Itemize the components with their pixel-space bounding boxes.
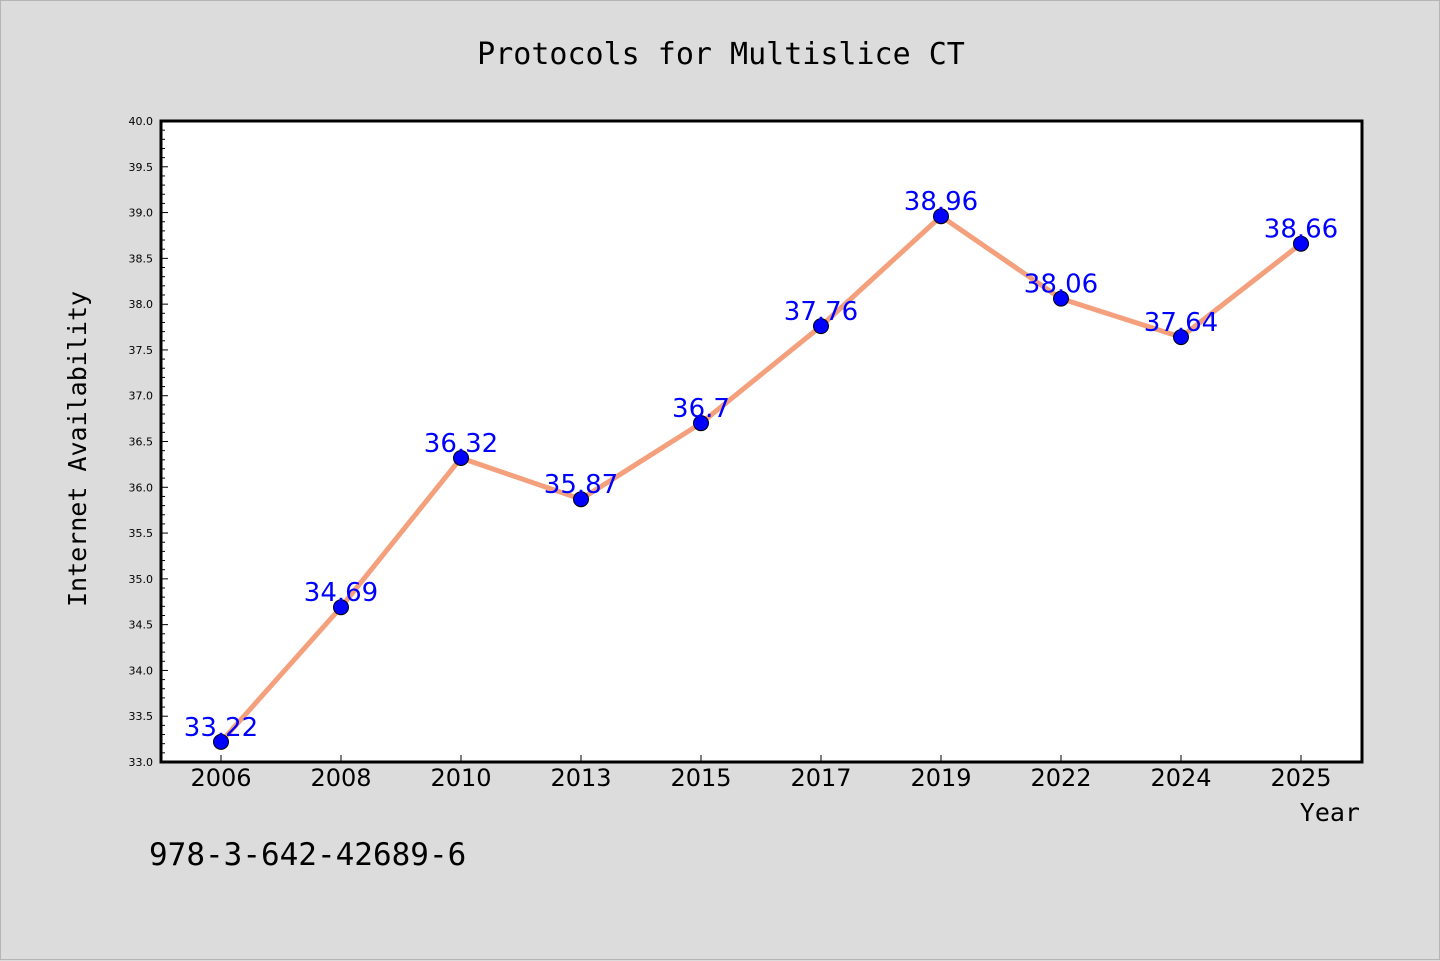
- y-tick-label: 40.0: [129, 115, 154, 128]
- y-tick-label: 34.0: [129, 664, 154, 677]
- y-tick-label: 33.5: [129, 710, 154, 723]
- y-tick-label: 38.5: [129, 252, 154, 265]
- data-point: [1053, 290, 1069, 307]
- x-tick-label: 2025: [1270, 764, 1331, 792]
- data-point: [573, 491, 589, 508]
- data-point: [1173, 329, 1189, 346]
- x-tick-label: 2013: [550, 764, 611, 792]
- data-point: [813, 318, 829, 335]
- data-label: 37.76: [784, 297, 858, 327]
- y-axis-ticks: 33.0 33.5 34.0 34.5 35.0 35.5 36.0 36.5 37.0 37.5…: [129, 115, 168, 769]
- series-layer: 33.22 34.69 36.32 35.87 36.7 37.76 38.96 38.06 3…: [184, 187, 1338, 750]
- data-point: [213, 733, 229, 750]
- data-label: 34.69: [304, 578, 378, 608]
- x-tick-label: 2017: [790, 764, 851, 792]
- data-point: [693, 415, 709, 432]
- data-point: [453, 449, 469, 466]
- plot-border: [159, 119, 1364, 764]
- data-label: 36.32: [424, 429, 498, 459]
- y-tick-label: 37.0: [129, 390, 154, 403]
- isbn-footer: 978-3-642-42689-6: [149, 837, 466, 873]
- x-tick-label: 2010: [430, 764, 491, 792]
- y-tick-label: 38.0: [129, 298, 154, 311]
- chart-title: Protocols for Multislice CT: [477, 37, 965, 72]
- x-axis-label: Year: [1300, 798, 1360, 827]
- data-label: 38.06: [1024, 270, 1098, 300]
- y-tick-label: 39.5: [129, 161, 154, 174]
- series-line: [218, 213, 1304, 745]
- x-tick-label: 2019: [910, 764, 971, 792]
- data-label: 35.87: [544, 470, 618, 500]
- data-label: 37.64: [1144, 308, 1218, 338]
- y-tick-label: 36.0: [129, 481, 154, 494]
- data-label: 38.96: [904, 187, 978, 217]
- y-tick-label: 36.5: [129, 436, 154, 449]
- y-tick-label: 35.5: [129, 527, 154, 540]
- x-tick-label: 2015: [670, 764, 731, 792]
- data-label: 38.66: [1264, 215, 1338, 245]
- data-point: [933, 208, 949, 225]
- plot-area: [161, 121, 1362, 762]
- y-tick-label: 33.0: [129, 756, 154, 769]
- x-tick-label: 2024: [1150, 764, 1211, 792]
- x-tick-label: 2006: [190, 764, 251, 792]
- x-axis-ticks: 2006 2008 2010 2013 2015 2017 2019 2022 2024 2025: [190, 755, 1332, 792]
- data-label: 36.7: [672, 394, 730, 424]
- data-point: [1293, 235, 1309, 252]
- y-tick-label: 37.5: [129, 344, 154, 357]
- data-point: [333, 599, 349, 616]
- y-tick-label: 34.5: [129, 619, 154, 632]
- x-tick-label: 2008: [310, 764, 371, 792]
- y-axis-label: Internet Availability: [63, 291, 92, 607]
- y-tick-label: 39.0: [129, 207, 154, 220]
- x-tick-label: 2022: [1030, 764, 1091, 792]
- y-tick-label: 35.0: [129, 573, 154, 586]
- data-label: 33.22: [184, 713, 258, 743]
